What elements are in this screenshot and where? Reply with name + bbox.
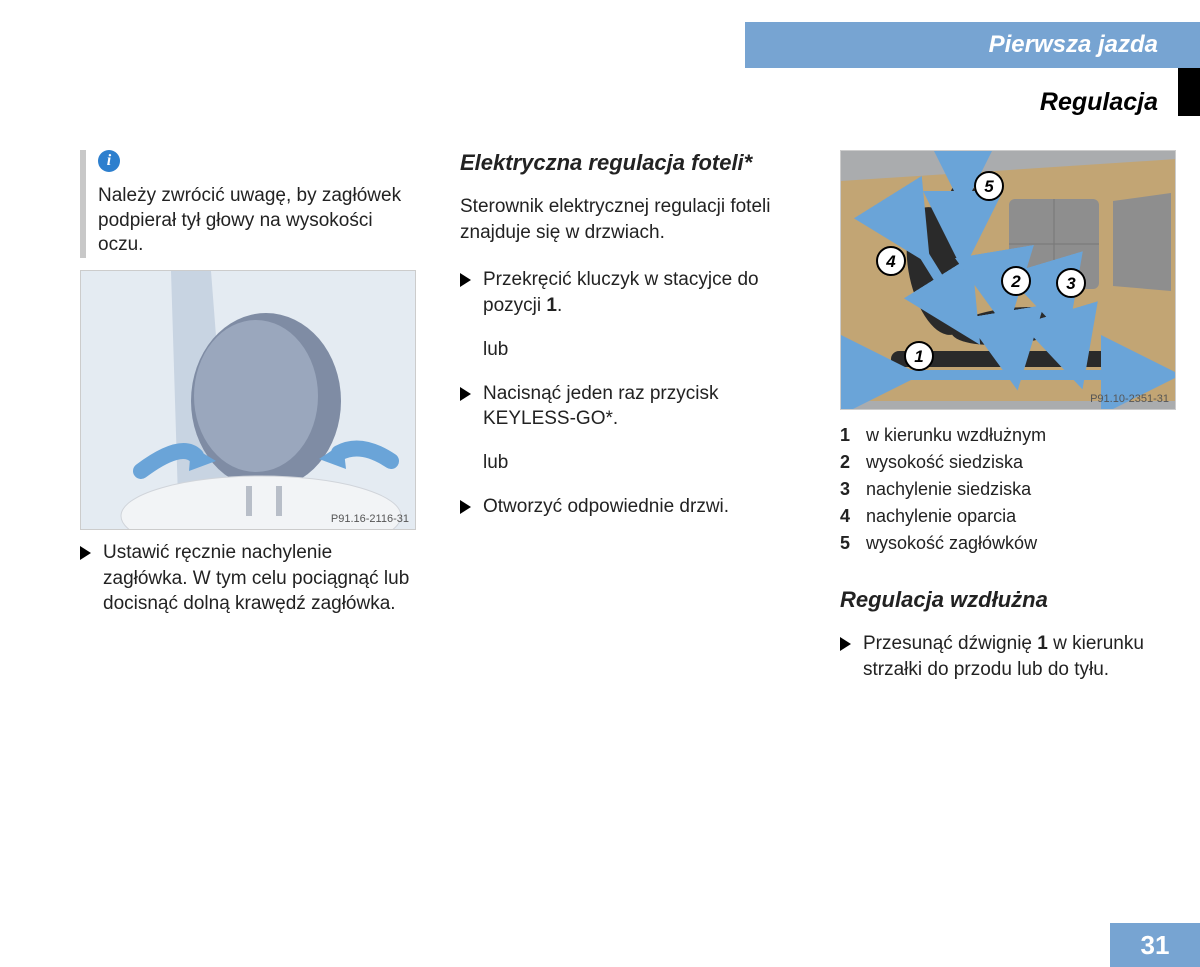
- edge-tab: [1178, 68, 1200, 116]
- column-2: Elektryczna regulacja foteli* Sterownik …: [460, 150, 800, 702]
- section-heading-col2: Elektryczna regulacja foteli*: [460, 150, 800, 176]
- step-text: Przesunąć dźwignię 1 w kierunku strzałki…: [863, 631, 1180, 682]
- legend-row: 2wysokość siedziska: [840, 449, 1180, 476]
- step-item: Otworzyć odpowiednie drzwi.: [460, 494, 800, 520]
- illustration-label-2: P91.10-2351-31: [1090, 393, 1169, 405]
- illustration-headrest: P91.16-2116-31: [80, 270, 416, 530]
- step-list-col1: Ustawić ręcznie nachylenie zagłówka. W t…: [80, 540, 420, 617]
- svg-text:1: 1: [914, 347, 923, 366]
- headrest-svg: [81, 271, 416, 530]
- bullet-arrow-icon: [460, 273, 471, 287]
- step-text: Przekręcić kluczyk w stacyjce do pozycji…: [483, 267, 800, 318]
- legend-row: 5wysokość zagłówków: [840, 530, 1180, 557]
- legend-row: 1w kierunku wzdłużnym: [840, 422, 1180, 449]
- bullet-arrow-icon: [840, 637, 851, 651]
- legend-num: 1: [840, 422, 866, 449]
- legend-list: 1w kierunku wzdłużnym 2wysokość siedzisk…: [840, 422, 1180, 557]
- page-number-box: 31: [1110, 923, 1200, 967]
- legend-text: nachylenie oparcia: [866, 503, 1016, 530]
- or-text: lub: [483, 339, 800, 361]
- step-text: Otworzyć odpowiednie drzwi.: [483, 494, 800, 520]
- legend-num: 4: [840, 503, 866, 530]
- content-columns: i Należy zwrócić uwagę, by zagłówek podp…: [80, 150, 1180, 702]
- step-item: Przekręcić kluczyk w stacyjce do pozycji…: [460, 267, 800, 318]
- legend-num: 5: [840, 530, 866, 557]
- info-text: Należy zwrócić uwagę, by zagłówek podpie…: [98, 184, 420, 258]
- svg-text:2: 2: [1010, 272, 1021, 291]
- seat-control-svg: 5 4 2 3 1: [841, 151, 1176, 410]
- bullet-arrow-icon: [460, 387, 471, 401]
- column-3: 5 4 2 3 1 P91.10-2351-31 1w kierunku wzd…: [840, 150, 1180, 702]
- legend-num: 2: [840, 449, 866, 476]
- or-text: lub: [483, 452, 800, 474]
- legend-row: 4nachylenie oparcia: [840, 503, 1180, 530]
- section-heading-col3: Regulacja wzdłużna: [840, 587, 1180, 613]
- section-title: Regulacja: [1040, 88, 1158, 117]
- column-1: i Należy zwrócić uwagę, by zagłówek podp…: [80, 150, 420, 702]
- page-number: 31: [1141, 930, 1170, 961]
- legend-text: wysokość zagłówków: [866, 530, 1037, 557]
- info-note: i Należy zwrócić uwagę, by zagłówek podp…: [80, 150, 420, 258]
- legend-text: nachylenie siedziska: [866, 476, 1031, 503]
- illustration-label-1: P91.16-2116-31: [331, 513, 409, 525]
- svg-text:5: 5: [984, 177, 994, 196]
- legend-num: 3: [840, 476, 866, 503]
- svg-text:4: 4: [885, 252, 896, 271]
- step-text: Nacisnąć jeden raz przycisk KEYLESS-GO*.: [483, 381, 800, 432]
- legend-text: wysokość siedziska: [866, 449, 1023, 476]
- step-item: Przesunąć dźwignię 1 w kierunku strzałki…: [840, 631, 1180, 682]
- step-item: Ustawić ręcznie nachylenie zagłówka. W t…: [80, 540, 420, 617]
- chapter-header: Pierwsza jazda: [745, 22, 1200, 68]
- intro-text: Sterownik elektrycznej regulacji foteli …: [460, 194, 800, 245]
- bullet-arrow-icon: [460, 500, 471, 514]
- info-icon: i: [98, 150, 120, 172]
- bullet-arrow-icon: [80, 546, 91, 560]
- step-text: Ustawić ręcznie nachylenie zagłówka. W t…: [103, 540, 420, 617]
- chapter-title: Pierwsza jazda: [989, 31, 1158, 59]
- step-item: Nacisnąć jeden raz przycisk KEYLESS-GO*.: [460, 381, 800, 432]
- legend-text: w kierunku wzdłużnym: [866, 422, 1046, 449]
- illustration-seat-control: 5 4 2 3 1 P91.10-2351-31: [840, 150, 1176, 410]
- svg-text:3: 3: [1066, 274, 1076, 293]
- legend-row: 3nachylenie siedziska: [840, 476, 1180, 503]
